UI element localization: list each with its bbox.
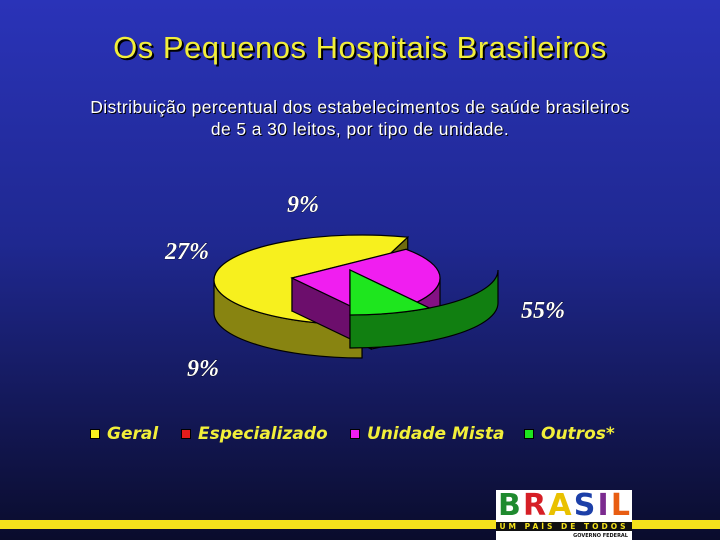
data-label-unidade-mista: 27% <box>164 239 209 265</box>
subtitle-line-2: de 5 a 30 leitos, por tipo de unidade. <box>210 119 510 139</box>
legend-item-especializado: Especializado <box>181 424 328 444</box>
logo-letter: R <box>523 488 547 523</box>
pie-top-outros <box>349 269 432 316</box>
legend-item-outros: Outros* <box>524 424 615 444</box>
legend-label-unidade-mista: Unidade Mista <box>367 424 505 444</box>
slide-title: Os Pequenos Hospitais Brasileiros <box>113 30 607 65</box>
footer-band <box>0 520 720 529</box>
pie-slice-outros <box>349 269 499 349</box>
legend-label-outros: Outros* <box>541 424 615 444</box>
data-label-especializado: 9% <box>187 356 219 382</box>
logo-letter: L <box>610 488 630 523</box>
legend-label-geral: Geral <box>107 424 159 444</box>
legend-swatch-unidade-mista <box>350 429 360 439</box>
logo-letter: A <box>548 488 572 523</box>
legend-label-especializado: Especializado <box>198 424 328 444</box>
brasil-logo: B R A S I L UM PAÍS DE TODOS GOVERNO FED… <box>496 490 632 540</box>
logo-government: GOVERNO FEDERAL <box>573 533 628 539</box>
logo-letter: B <box>498 488 521 523</box>
slide-subtitle: Distribuição percentual dos estabelecime… <box>0 96 720 140</box>
logo-tagline: UM PAÍS DE TODOS <box>496 522 632 531</box>
logo-letter: I <box>597 488 609 523</box>
legend-swatch-especializado <box>181 429 191 439</box>
legend-item-geral: Geral <box>90 424 158 444</box>
data-label-geral: 55% <box>521 298 565 324</box>
subtitle-line-1: Distribuição percentual dos estabelecime… <box>90 97 630 117</box>
chart-legend: Geral Especializado Unidade Mista Outros… <box>0 424 720 448</box>
legend-item-unidade-mista: Unidade Mista <box>350 424 504 444</box>
logo-letter: S <box>573 488 596 523</box>
data-label-outros: 9% <box>287 192 319 218</box>
legend-swatch-outros <box>524 429 534 439</box>
legend-swatch-geral <box>90 429 100 439</box>
logo-wordmark: B R A S I L <box>498 488 630 523</box>
